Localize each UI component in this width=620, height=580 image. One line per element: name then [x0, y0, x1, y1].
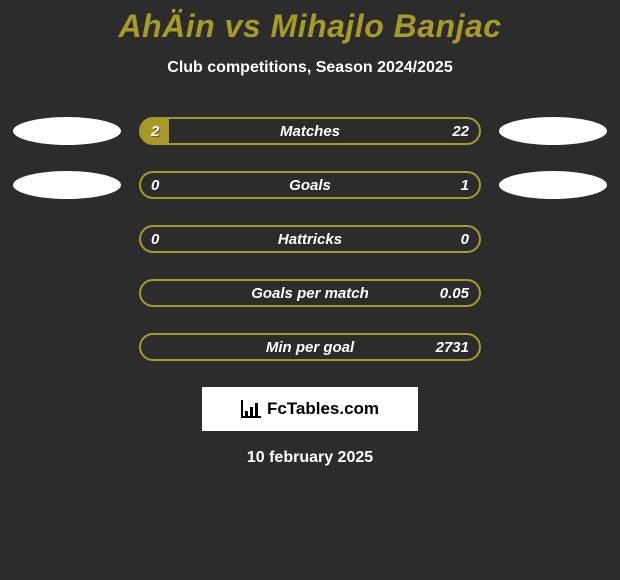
stat-label: Min per goal	[141, 339, 479, 356]
logo-text: FcTables.com	[267, 399, 379, 419]
stat-row: Goals per match0.05	[0, 279, 620, 307]
stat-bar: 2Matches22	[139, 117, 481, 145]
stat-right-value: 2731	[436, 339, 469, 356]
right-ellipse	[499, 171, 607, 199]
stat-right-value: 1	[461, 177, 469, 194]
footer-date: 10 february 2025	[0, 449, 620, 467]
stat-row: 2Matches22	[0, 117, 620, 145]
stat-label: Goals per match	[141, 285, 479, 302]
stat-bar: Goals per match0.05	[139, 279, 481, 307]
stat-right-value: 0.05	[440, 285, 469, 302]
stat-bar: 0Goals1	[139, 171, 481, 199]
left-ellipse	[13, 171, 121, 199]
stat-row: 0Goals1	[0, 171, 620, 199]
barchart-icon	[241, 400, 261, 418]
stat-right-value: 22	[452, 123, 469, 140]
stat-row: Min per goal2731	[0, 333, 620, 361]
left-ellipse	[13, 117, 121, 145]
logo-box[interactable]: FcTables.com	[202, 387, 418, 431]
stat-bar: Min per goal2731	[139, 333, 481, 361]
stat-right-value: 0	[461, 231, 469, 248]
stat-rows: 2Matches220Goals10Hattricks0Goals per ma…	[0, 117, 620, 361]
stat-label: Matches	[141, 123, 479, 140]
stat-row: 0Hattricks0	[0, 225, 620, 253]
stat-label: Hattricks	[141, 231, 479, 248]
comparison-card: AhÄin vs Mihajlo Banjac Club competition…	[0, 0, 620, 467]
stat-label: Goals	[141, 177, 479, 194]
page-subtitle: Club competitions, Season 2024/2025	[0, 59, 620, 77]
page-title: AhÄin vs Mihajlo Banjac	[0, 8, 620, 45]
right-ellipse	[499, 117, 607, 145]
stat-bar: 0Hattricks0	[139, 225, 481, 253]
